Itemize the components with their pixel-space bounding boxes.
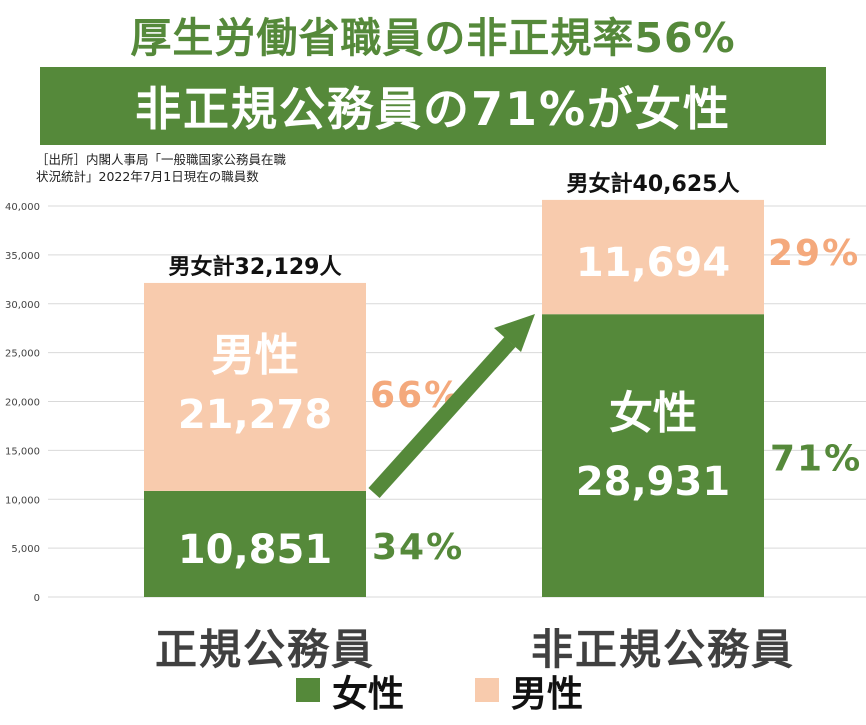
bar-female: [144, 490, 366, 597]
data-label-female: 10,851: [178, 527, 332, 573]
bar-female: [542, 314, 764, 597]
page-title: 厚生労働省職員の非正規率56%: [130, 14, 736, 62]
bar-male: [542, 199, 764, 315]
segment-name-male: 男性: [211, 330, 299, 381]
y-tick-label: 25,000: [5, 349, 40, 360]
y-tick-label: 15,000: [5, 446, 40, 457]
legend-label-female: 女性: [332, 674, 404, 715]
source-note: ［出所］内閣人事局「一般職国家公務員在職 状況統計」2022年7月1日現在の職員…: [36, 151, 366, 185]
percent-male: 29%: [768, 233, 860, 274]
segment-name-female: 女性: [609, 388, 697, 439]
y-tick-label: 5,000: [11, 544, 40, 555]
percent-female: 71%: [770, 439, 862, 480]
legend-swatch-female: [296, 678, 320, 702]
bar-male: [144, 282, 366, 491]
trend-arrow-shaft: [368, 336, 516, 499]
y-tick-label: 20,000: [5, 398, 40, 409]
legend-swatch-male: [475, 678, 499, 702]
y-tick-label: 0: [34, 593, 40, 604]
subtitle-banner: 非正規公務員の71%が女性: [40, 67, 826, 145]
data-label-female: 28,931: [576, 459, 730, 505]
total-label: 男女計40,625人: [567, 171, 740, 197]
y-tick-label: 40,000: [5, 202, 40, 213]
y-tick-label: 10,000: [5, 495, 40, 506]
total-label: 男女計32,129人: [169, 254, 342, 280]
legend-label-male: 男性: [511, 674, 583, 715]
subtitle-text: 非正規公務員の71%が女性: [134, 82, 732, 136]
y-tick-label: 35,000: [5, 251, 40, 262]
category-label: 非正規公務員: [531, 625, 795, 674]
category-label: 正規公務員: [155, 625, 375, 674]
data-label-male: 21,278: [178, 392, 332, 438]
y-tick-label: 30,000: [5, 300, 40, 311]
source-line-2: 状況統計」2022年7月1日現在の職員数: [36, 169, 259, 184]
trend-arrow-head-icon: [494, 314, 535, 352]
data-label-male: 11,694: [576, 240, 730, 286]
source-line-1: ［出所］内閣人事局「一般職国家公務員在職: [36, 152, 287, 167]
percent-female: 34%: [372, 527, 464, 568]
